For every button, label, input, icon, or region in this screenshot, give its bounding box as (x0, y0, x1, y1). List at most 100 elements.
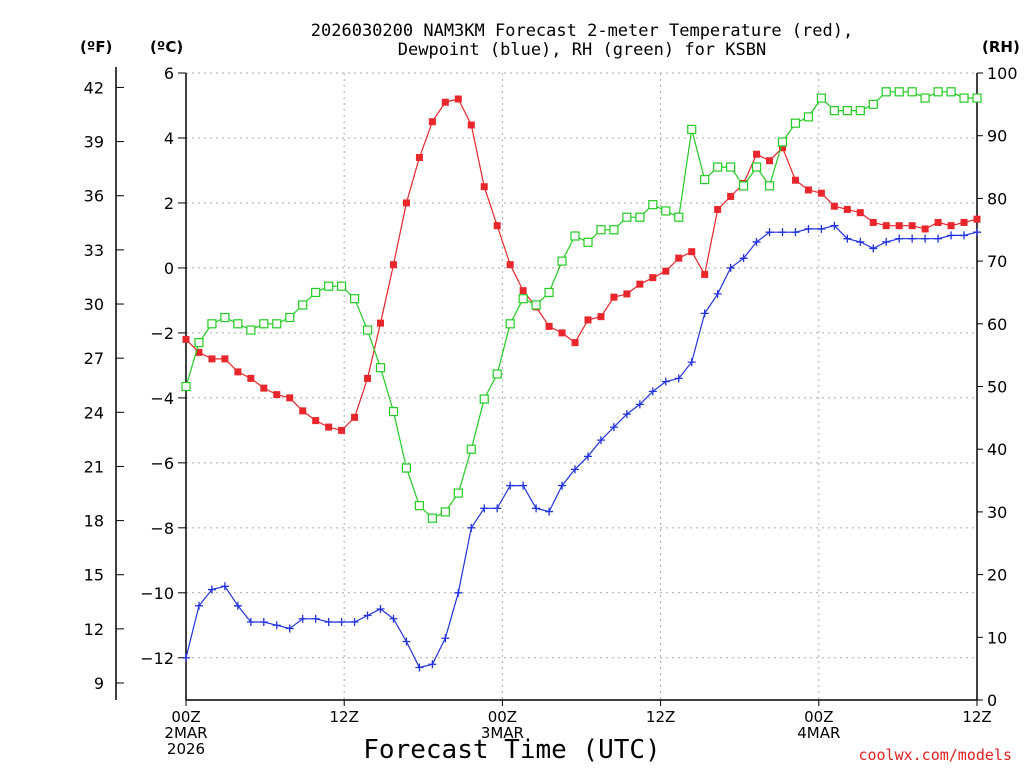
temperature-point (610, 293, 618, 301)
rh-point (285, 312, 295, 323)
dewpoint-point (895, 234, 904, 243)
rh-point (492, 369, 502, 379)
rh-point (375, 363, 386, 373)
rh-point (544, 287, 554, 298)
chart-title-line1: 2026030200 NAM3KM Forecast 2-meter Tempe… (311, 21, 853, 41)
temperature-point (817, 189, 825, 197)
rh-tick-label: 100 (987, 64, 1018, 83)
dewpoint-point (635, 400, 644, 409)
dewpoint-point (246, 618, 255, 627)
temperature-point (441, 98, 449, 106)
dewpoint-point (804, 224, 813, 233)
rh-point (777, 137, 788, 147)
dewpoint-point (739, 254, 748, 263)
rh-point (583, 237, 593, 247)
temperature-point (727, 192, 735, 200)
time-tick-label: 12Z (646, 708, 675, 726)
celsius-tick-label: −12 (140, 649, 174, 668)
rh-point (246, 325, 256, 335)
rh-point (816, 93, 826, 103)
rh-point (972, 93, 982, 103)
rh-point (362, 325, 373, 335)
rh-point (713, 162, 723, 172)
rh-point (894, 87, 904, 97)
rh-point (479, 394, 489, 404)
dewpoint-point (830, 221, 839, 230)
temperature-point (623, 290, 631, 298)
dewpoint-point (713, 289, 722, 298)
rh-point (427, 513, 437, 523)
rh-point (946, 87, 956, 97)
rh-tick-label: 90 (987, 127, 1007, 146)
temperature-point (662, 267, 670, 275)
rh-tick-label: 70 (987, 252, 1007, 271)
temperature-point (675, 254, 683, 262)
celsius-tick-label: −10 (140, 584, 174, 603)
rh-point (881, 87, 891, 97)
celsius-tick-label: −6 (150, 454, 174, 473)
fahrenheit-tick-label: 21 (84, 457, 104, 476)
dewpoint-point (596, 436, 605, 445)
rh-point (661, 206, 671, 216)
rh-point (790, 118, 801, 128)
dewpoint-point (856, 237, 865, 246)
fahrenheit-tick-label: 18 (84, 512, 104, 531)
unit-label-rh: (RH) (982, 38, 1020, 56)
x-axis-label: Forecast Time (UTC) (363, 735, 660, 765)
temperature-point (545, 322, 553, 330)
rh-point (907, 87, 917, 97)
temperature-point (286, 394, 294, 402)
temperature-point (804, 186, 812, 194)
dewpoint-line (185, 225, 978, 669)
dewpoint-point (947, 231, 956, 240)
temperature-point (493, 222, 501, 230)
dewpoint-point (324, 618, 333, 627)
temperature-point (636, 280, 644, 288)
fahrenheit-tick-label: 12 (84, 620, 104, 639)
dewpoint-point (571, 465, 580, 474)
fahrenheit-tick-label: 30 (84, 295, 104, 314)
rh-point (842, 106, 852, 116)
rh-point (674, 212, 684, 222)
rh-point (207, 319, 217, 329)
dewpoint-point (402, 637, 411, 646)
rh-point (440, 507, 450, 517)
dewpoint-point (194, 601, 203, 610)
dewpoint-point (376, 605, 385, 614)
dewpoint-point (350, 618, 359, 627)
unit-label-celsius: (ºC) (150, 38, 183, 56)
dewpoint-point (700, 309, 709, 318)
temperature-point (389, 261, 397, 269)
temperature-point (882, 222, 890, 230)
temperature-point (869, 218, 877, 226)
rh-point (764, 181, 775, 191)
rh-point (959, 93, 969, 103)
dewpoint-point (207, 585, 216, 594)
dewpoint-point (285, 624, 294, 633)
dewpoint-point (583, 452, 592, 461)
rh-point (868, 99, 878, 109)
temperature-point (506, 261, 514, 269)
temperature-point (338, 426, 346, 434)
rh-point (505, 319, 515, 329)
rh-tick-label: 0 (987, 691, 997, 710)
rh-point (349, 294, 360, 304)
rh-point (635, 212, 645, 222)
temperature-point (688, 248, 696, 256)
dewpoint-point (298, 614, 307, 623)
rh-point (466, 444, 476, 454)
celsius-tick-label: −2 (150, 324, 174, 343)
axes (115, 67, 978, 701)
rh-point (570, 231, 580, 241)
temperature-point (960, 218, 968, 226)
dewpoint-point (441, 634, 450, 643)
rh-tick-label: 40 (987, 440, 1007, 459)
temperature-point (519, 287, 527, 295)
temperature-point (921, 225, 929, 233)
rh-point (453, 488, 463, 498)
rh-point (622, 212, 632, 222)
dewpoint-point (428, 660, 437, 669)
fahrenheit-tick-label: 33 (84, 241, 104, 260)
time-tick-label: 00Z (804, 708, 833, 726)
rh-point (259, 319, 269, 329)
